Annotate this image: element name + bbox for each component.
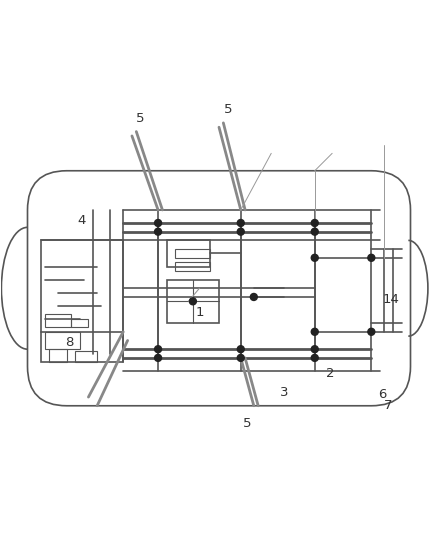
Circle shape [155,354,162,361]
Bar [167,279,219,323]
Bar [49,349,67,362]
Text: 3: 3 [280,386,289,399]
Circle shape [155,220,162,227]
FancyBboxPatch shape [28,171,410,406]
Bar [75,351,97,362]
Circle shape [311,346,318,353]
Text: 1: 1 [195,305,204,319]
Circle shape [311,220,318,227]
Text: 4: 4 [78,214,86,227]
Text: 5: 5 [243,417,251,430]
Circle shape [155,228,162,235]
Circle shape [155,346,162,353]
Bar [45,332,80,349]
Bar [41,240,123,362]
Text: 5: 5 [135,112,144,125]
Text: 7: 7 [384,399,392,412]
Text: 8: 8 [65,336,73,349]
Text: 6: 6 [378,389,386,401]
Circle shape [311,254,318,261]
Circle shape [189,298,196,305]
Circle shape [311,354,318,361]
Bar [167,240,210,266]
Text: 14: 14 [382,293,399,305]
Bar [176,249,210,258]
Bar [71,319,88,327]
Circle shape [311,328,318,335]
Circle shape [251,294,257,301]
Bar [45,314,71,327]
Circle shape [237,346,244,353]
Text: 2: 2 [326,367,334,379]
Circle shape [368,328,375,335]
Circle shape [311,228,318,235]
Circle shape [237,354,244,361]
Circle shape [237,220,244,227]
Circle shape [368,254,375,261]
Text: 5: 5 [224,103,233,116]
Bar [176,262,210,271]
Circle shape [237,228,244,235]
